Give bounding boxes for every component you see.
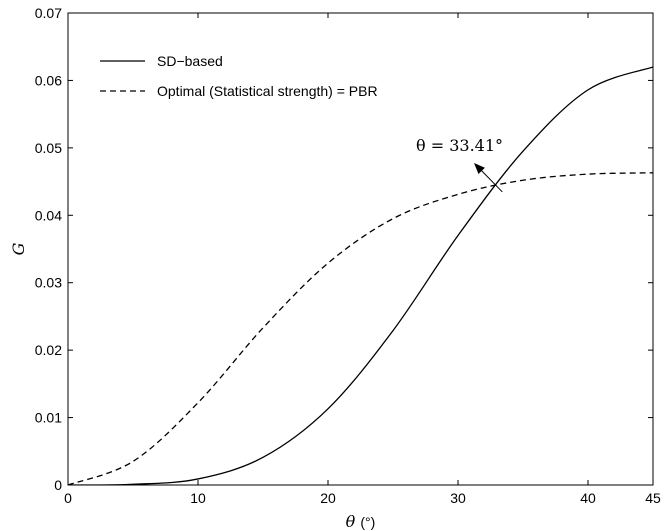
- legend-label-2: Optimal (Statistical strength) = PBR: [157, 83, 378, 99]
- y-tick-label: 0.05: [35, 140, 62, 156]
- y-tick-label: 0.03: [35, 275, 62, 291]
- y-tick-label: 0.06: [35, 72, 62, 88]
- series-line-2: [68, 172, 653, 485]
- x-axis-label: θ (°): [346, 512, 376, 531]
- y-tick-label: 0.07: [35, 5, 62, 21]
- x-tick-label: 20: [320, 490, 336, 506]
- annotation-label: θ = 33.41°: [416, 136, 503, 155]
- plot-lines: [68, 66, 653, 485]
- legend-label-1: SD−based: [157, 53, 223, 69]
- y-axis-label: G: [9, 242, 28, 255]
- y-tick-label: 0.01: [35, 410, 62, 426]
- legend: SD−based Optimal (Statistical strength) =…: [100, 53, 378, 99]
- axes: [67, 12, 654, 486]
- annotation-arrow: [477, 166, 503, 193]
- x-tick-label: 45: [645, 490, 661, 506]
- x-tick-label: 0: [64, 490, 72, 506]
- y-tick-label: 0.04: [35, 207, 62, 223]
- y-tick-label: 0.02: [35, 342, 62, 358]
- legend-item-2: Optimal (Statistical strength) = PBR: [100, 83, 378, 99]
- x-tick-label: 10: [190, 490, 206, 506]
- ticks: 0 10 20 30 40 45 0 0.01 0.02 0.03 0.04 0.05 0.06 0.07: [35, 5, 661, 506]
- y-tick-label: 0: [54, 477, 62, 493]
- x-tick-label: 30: [450, 490, 466, 506]
- axis-labels: θ (°) G: [9, 242, 375, 531]
- axes-box: [67, 12, 654, 486]
- series-line-1: [68, 66, 653, 485]
- annotation-arrowhead: [474, 163, 485, 175]
- annotation: θ = 33.41°: [416, 136, 503, 193]
- legend-item-1: SD−based: [100, 53, 223, 69]
- x-tick-label: 40: [580, 490, 596, 506]
